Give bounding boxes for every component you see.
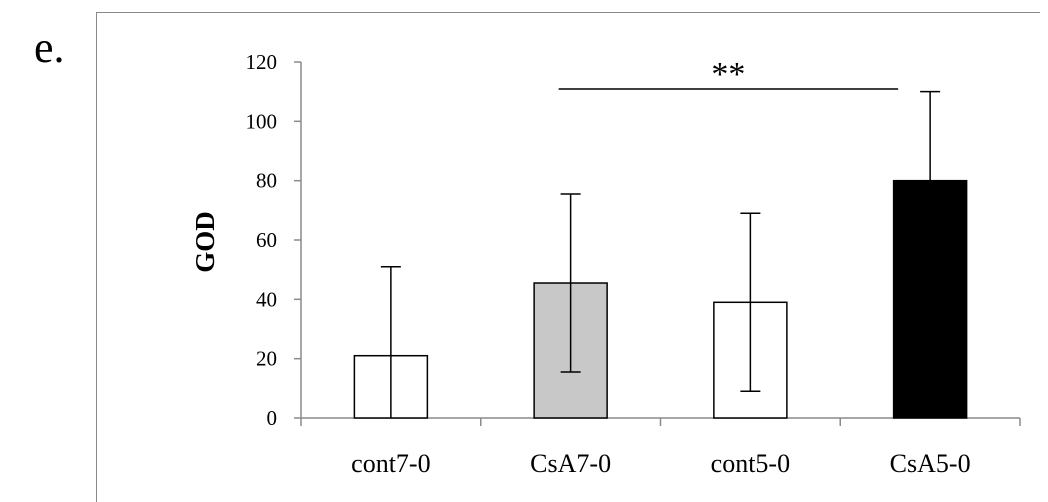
x-tick-label: CsA7-0 <box>530 449 611 478</box>
x-axis: cont7-0 CsA7-0 cont5-0 CsA5-0 <box>300 417 1021 478</box>
y-tick-label: 40 <box>256 287 277 311</box>
y-tick-label: 60 <box>256 228 277 252</box>
y-tick-label: 0 <box>267 406 278 430</box>
y-axis-label: GOD <box>190 211 220 273</box>
x-tick-label: CsA5-0 <box>890 449 971 478</box>
x-tick-label: cont5-0 <box>711 449 790 478</box>
error-bars <box>380 90 941 418</box>
significance-annotation: ** <box>558 56 899 93</box>
y-tick-label: 80 <box>256 169 277 193</box>
y-axis: 0 20 40 60 80 100 120 <box>246 50 302 430</box>
y-tick-label: 120 <box>246 50 278 74</box>
figure-frame <box>96 12 1040 502</box>
significance-label: ** <box>711 56 745 93</box>
y-tick-label: 20 <box>256 347 277 371</box>
panel-label: e. <box>34 23 65 72</box>
y-tick-label: 100 <box>246 109 278 133</box>
bars <box>353 179 968 419</box>
x-tick-label: cont7-0 <box>351 449 430 478</box>
